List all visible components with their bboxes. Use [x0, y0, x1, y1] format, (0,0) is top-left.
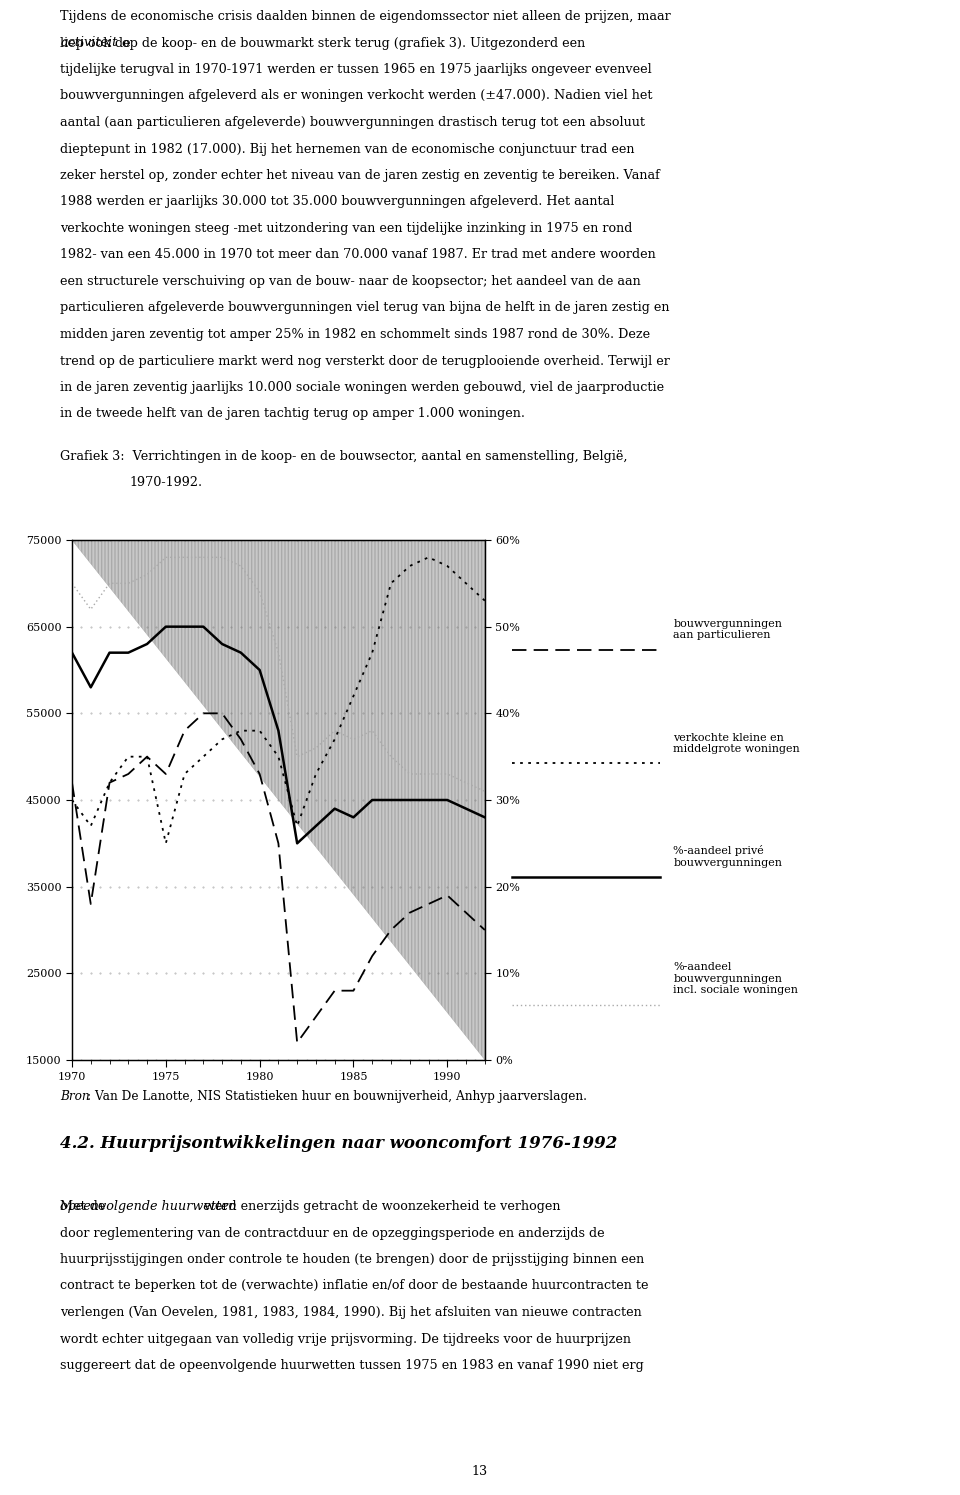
Text: particulieren afgeleverde bouwvergunningen viel terug van bijna de helft in de j: particulieren afgeleverde bouwvergunning… — [60, 302, 670, 314]
Text: activiteit: activiteit — [60, 36, 118, 49]
Text: midden jaren zeventig tot amper 25% in 1982 en schommelt sinds 1987 rond de 30%.: midden jaren zeventig tot amper 25% in 1… — [60, 327, 651, 341]
Text: suggereert dat de opeenvolgende huurwetten tussen 1975 en 1983 en vanaf 1990 nie: suggereert dat de opeenvolgende huurwett… — [60, 1359, 644, 1372]
Text: Tijdens de economische crisis daalden binnen de eigendomssector niet alleen de p: Tijdens de economische crisis daalden bi… — [60, 10, 671, 22]
Text: bouwvergunningen
aan particulieren: bouwvergunningen aan particulieren — [674, 619, 782, 640]
Text: tijdelijke terugval in 1970-1971 werden er tussen 1965 en 1975 jaarlijks ongevee: tijdelijke terugval in 1970-1971 werden … — [60, 63, 652, 76]
Text: liep ook de: liep ook de — [60, 36, 135, 49]
Text: in de jaren zeventig jaarlijks 10.000 sociale woningen werden gebouwd, viel de j: in de jaren zeventig jaarlijks 10.000 so… — [60, 381, 664, 395]
Text: dieptepunt in 1982 (17.000). Bij het hernemen van de economische conjunctuur tra: dieptepunt in 1982 (17.000). Bij het her… — [60, 142, 635, 155]
Text: in de tweede helft van de jaren tachtig terug op amper 1.000 woningen.: in de tweede helft van de jaren tachtig … — [60, 408, 525, 420]
Polygon shape — [72, 540, 485, 1060]
Text: 1970-1992.: 1970-1992. — [130, 477, 203, 489]
Text: verkochte kleine en
middelgrote woningen: verkochte kleine en middelgrote woningen — [674, 733, 801, 755]
Text: opeenvolgende huurwetten: opeenvolgende huurwetten — [60, 1200, 237, 1212]
Text: 13: 13 — [472, 1465, 488, 1479]
Text: 1982- van een 45.000 in 1970 tot meer dan 70.000 vanaf 1987. Er trad met andere : 1982- van een 45.000 in 1970 tot meer da… — [60, 248, 657, 262]
Text: op de koop- en de bouwmarkt sterk terug (grafiek 3). Uitgezonderd een: op de koop- en de bouwmarkt sterk terug … — [118, 36, 586, 49]
Text: aantal (aan particulieren afgeleverde) bouwvergunningen drastisch terug tot een : aantal (aan particulieren afgeleverde) b… — [60, 117, 645, 129]
Text: 1988 werden er jaarlijks 30.000 tot 35.000 bouwvergunningen afgeleverd. Het aant: 1988 werden er jaarlijks 30.000 tot 35.0… — [60, 196, 614, 208]
Text: %-aandeel
bouwvergunningen
incl. sociale woningen: %-aandeel bouwvergunningen incl. sociale… — [674, 963, 799, 996]
Text: huurprijsstijgingen onder controle te houden (te brengen) door de prijsstijging : huurprijsstijgingen onder controle te ho… — [60, 1253, 645, 1266]
Text: Met de: Met de — [60, 1200, 109, 1212]
Text: wordt echter uitgegaan van volledig vrije prijsvorming. De tijdreeks voor de huu: wordt echter uitgegaan van volledig vrij… — [60, 1332, 632, 1346]
Text: verlengen (Van Oevelen, 1981, 1983, 1984, 1990). Bij het afsluiten van nieuwe co: verlengen (Van Oevelen, 1981, 1983, 1984… — [60, 1307, 642, 1319]
Text: Grafiek 3:  Verrichtingen in de koop- en de bouwsector, aantal en samenstelling,: Grafiek 3: Verrichtingen in de koop- en … — [60, 450, 628, 463]
Text: Bron: Bron — [60, 1090, 90, 1103]
Text: zeker herstel op, zonder echter het niveau van de jaren zestig en zeventig te be: zeker herstel op, zonder echter het nive… — [60, 169, 660, 182]
Text: een structurele verschuiving op van de bouw- naar de koopsector; het aandeel van: een structurele verschuiving op van de b… — [60, 275, 641, 289]
Text: 4.2. Huurprijsontwikkelingen naar wooncomfort 1976-1992: 4.2. Huurprijsontwikkelingen naar woonco… — [60, 1135, 618, 1153]
Text: verkochte woningen steeg -met uitzondering van een tijdelijke inzinking in 1975 : verkochte woningen steeg -met uitzonderi… — [60, 221, 633, 235]
Text: bouwvergunningen afgeleverd als er woningen verkocht werden (±47.000). Nadien vi: bouwvergunningen afgeleverd als er wonin… — [60, 90, 653, 103]
Text: trend op de particuliere markt werd nog versterkt door de terugplooiende overhei: trend op de particuliere markt werd nog … — [60, 354, 670, 368]
Text: werd enerzijds getracht de woonzekerheid te verhogen: werd enerzijds getracht de woonzekerheid… — [200, 1200, 561, 1212]
Text: %-aandeel privé
bouwvergunningen: %-aandeel privé bouwvergunningen — [674, 845, 782, 869]
Text: contract te beperken tot de (verwachte) inflatie en/of door de bestaande huurcon: contract te beperken tot de (verwachte) … — [60, 1280, 649, 1293]
Text: : Van De Lanotte, NIS Statistieken huur en bouwnijverheid, Anhyp jaarverslagen.: : Van De Lanotte, NIS Statistieken huur … — [87, 1090, 588, 1103]
Text: door reglementering van de contractduur en de opzeggingsperiode en anderzijds de: door reglementering van de contractduur … — [60, 1226, 605, 1239]
